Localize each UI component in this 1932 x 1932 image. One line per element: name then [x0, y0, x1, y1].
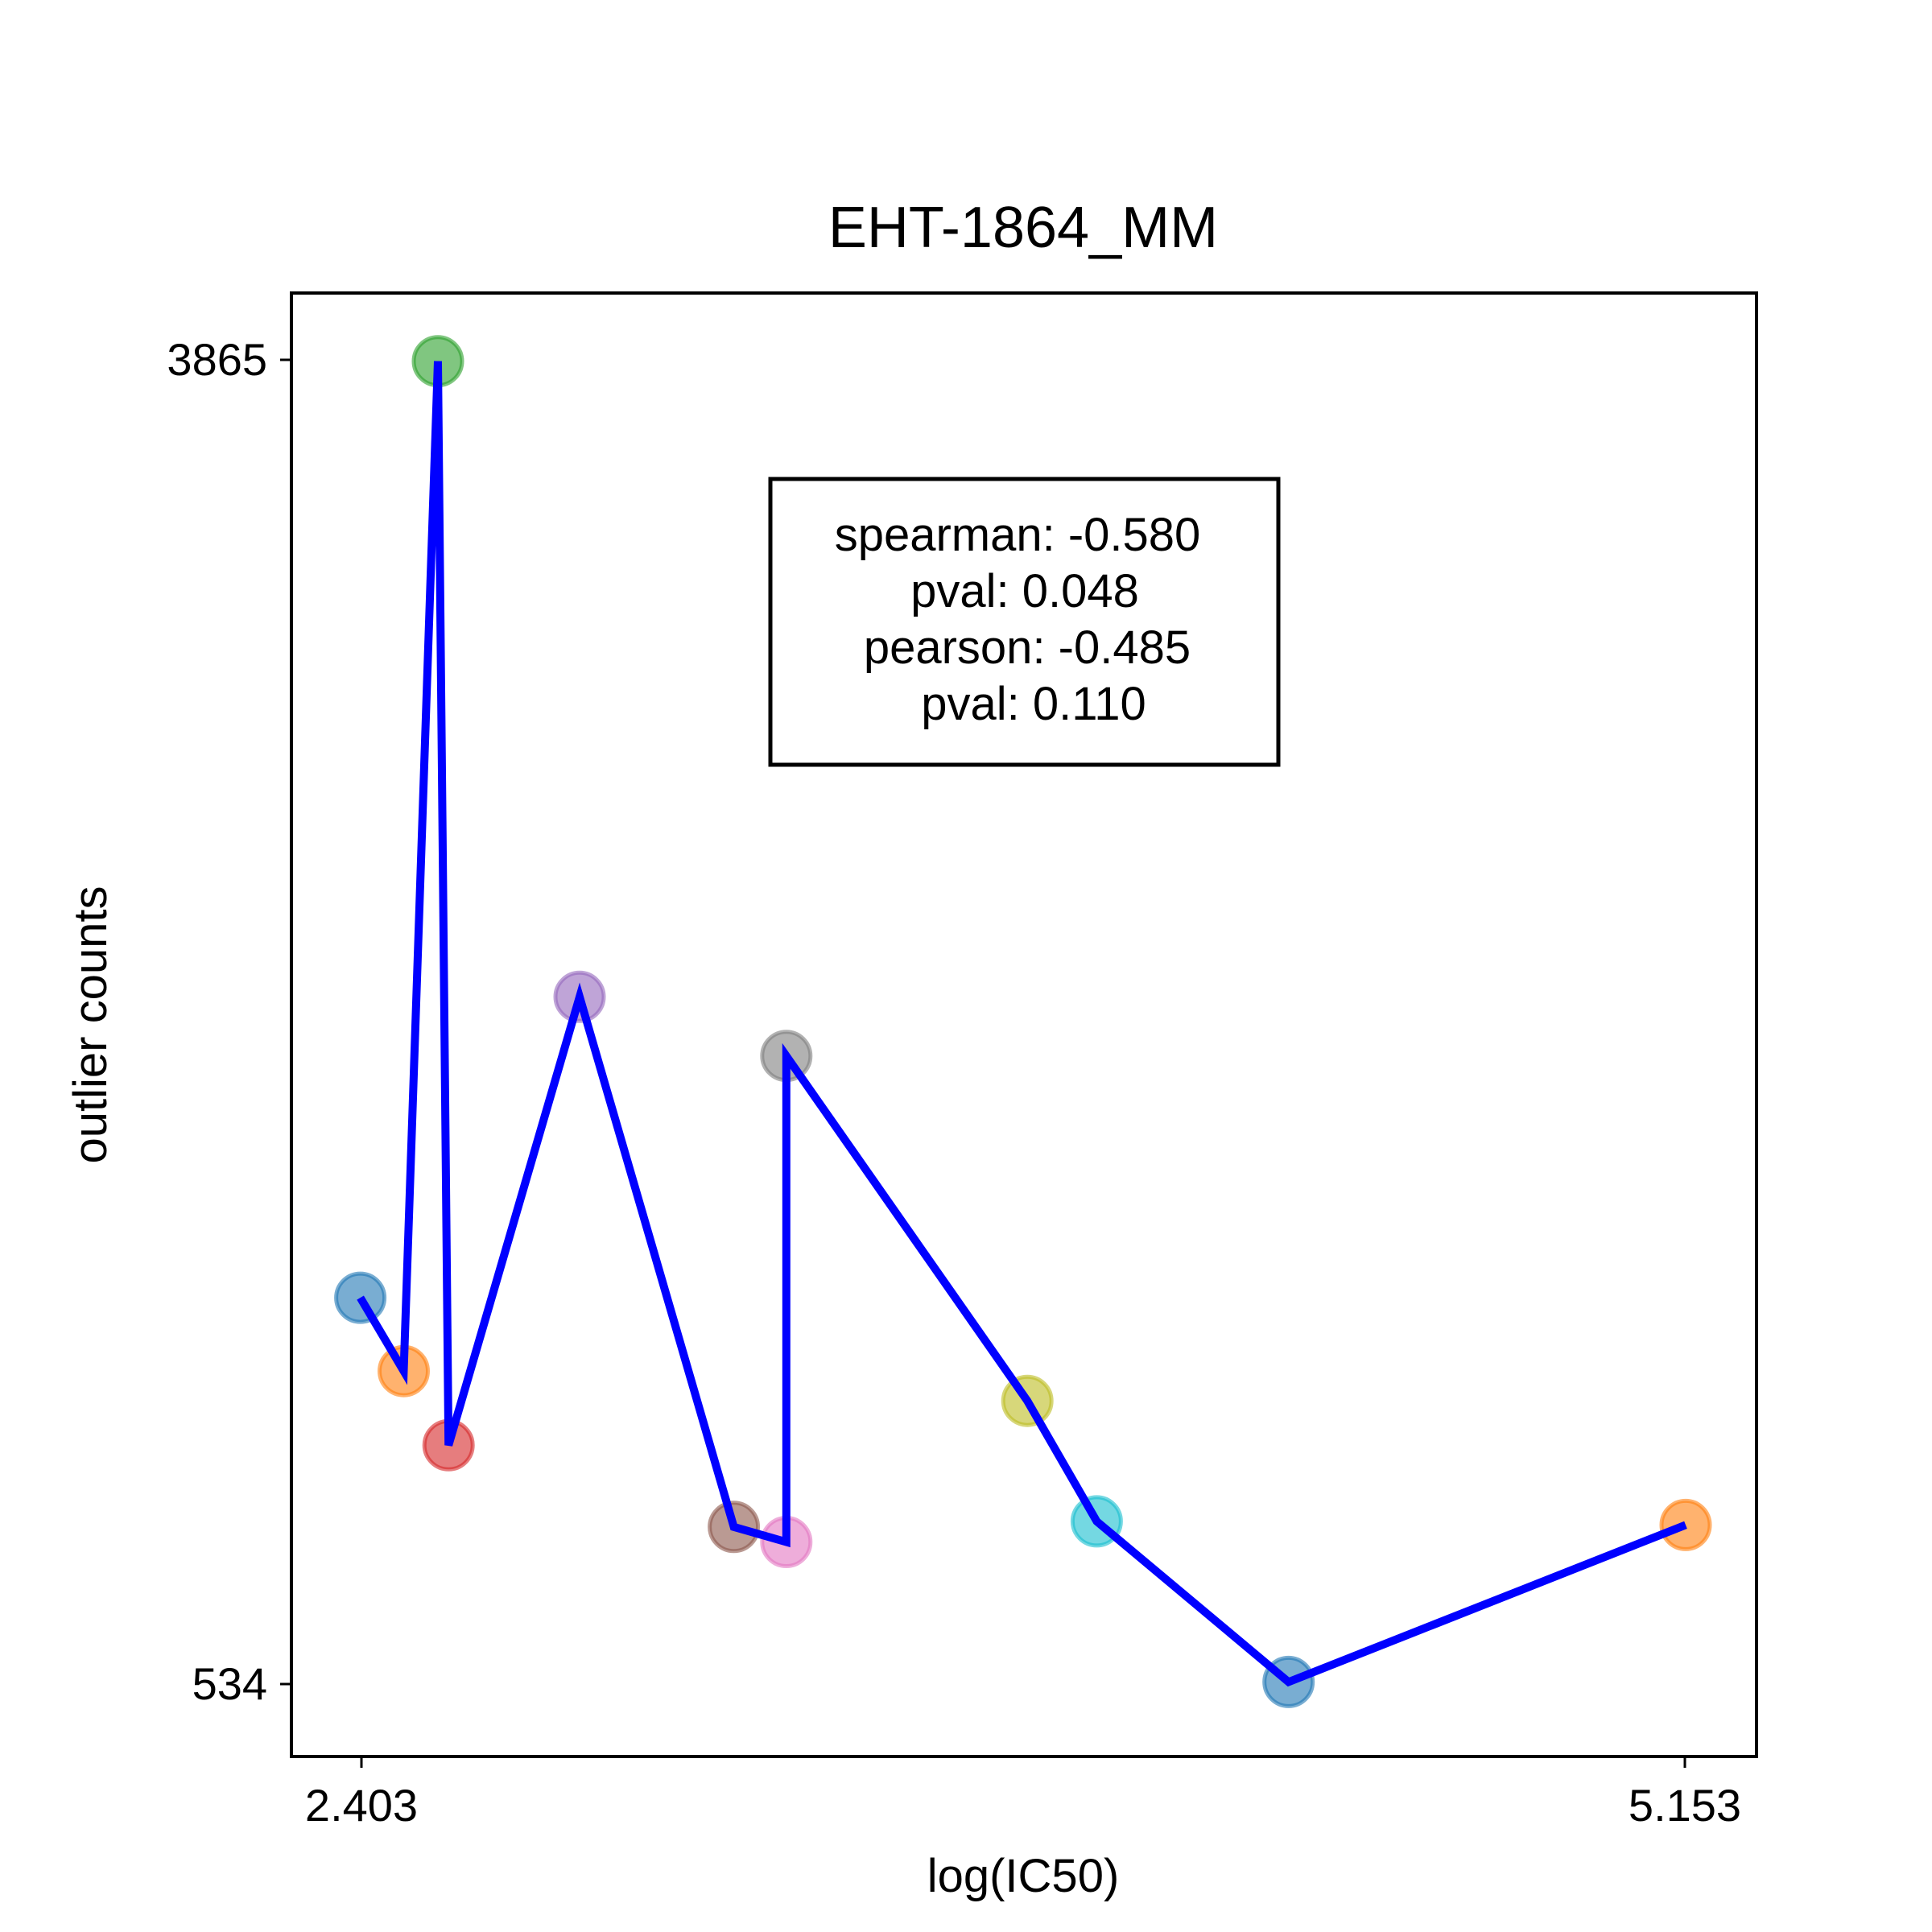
stats-pearson: pearson: -0.485 — [864, 621, 1191, 674]
stats-spearman-pval: pval: 0.048 — [910, 565, 1139, 617]
x-tick-label-right: 5.153 — [1629, 1780, 1741, 1831]
chart-title: EHT-1864_MM — [828, 196, 1218, 260]
plot-area-frame — [290, 291, 1758, 1758]
stats-spearman: spearman: -0.580 — [835, 509, 1201, 561]
y-tick-label-top: 3865 — [167, 334, 267, 385]
series-line — [357, 361, 1687, 1687]
x-axis-label: log(IC50) — [927, 1850, 1120, 1902]
series-layer — [334, 335, 1712, 1708]
y-axis-label: outlier counts — [64, 886, 117, 1164]
y-tick-label-bottom: 534 — [192, 1658, 267, 1709]
x-tick-label-left: 2.403 — [305, 1780, 418, 1831]
stats-box — [768, 477, 1281, 767]
stats-pearson-pval: pval: 0.110 — [921, 678, 1146, 730]
